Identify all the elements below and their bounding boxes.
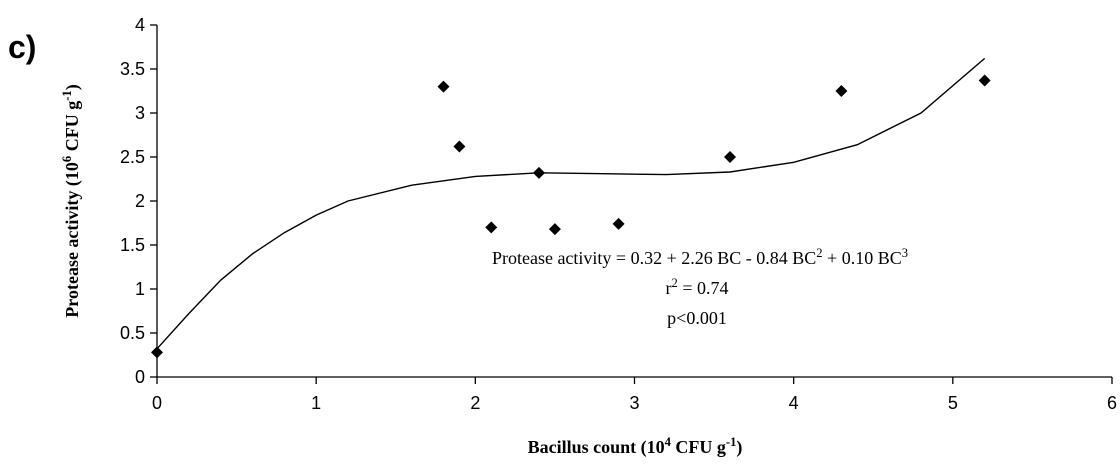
data-point <box>548 223 561 236</box>
data-point <box>485 221 498 234</box>
fit-curve <box>156 57 986 350</box>
y-tick-label: 3 <box>135 103 145 123</box>
text-part: = 0.74 <box>678 278 729 298</box>
x-tick-label: 0 <box>152 393 162 413</box>
data-point <box>724 151 736 163</box>
text-part: r <box>666 278 672 298</box>
x-tick-label: 1 <box>311 393 321 413</box>
superscript: 2 <box>816 246 822 260</box>
x-tick-label: 3 <box>629 393 639 413</box>
superscript: 6 <box>60 156 74 162</box>
superscript: -1 <box>726 435 737 449</box>
superscript: 2 <box>672 276 678 290</box>
annotation: Protease activity = 0.32 + 2.26 BC - 0.8… <box>492 246 908 268</box>
data-point <box>437 80 450 93</box>
superscript: 3 <box>902 246 908 260</box>
text-part: Protease activity (10 <box>62 162 83 318</box>
y-tick-label: 2.5 <box>120 147 145 167</box>
text-part: ) <box>736 437 742 458</box>
data-point <box>151 346 163 359</box>
y-tick-label: 4 <box>135 15 145 35</box>
x-tick-label: 2 <box>470 393 480 413</box>
superscript: 4 <box>665 435 672 449</box>
data-point <box>835 85 848 97</box>
x-tick-label: 5 <box>948 393 958 413</box>
x-axis-label: Bacillus count (104 CFU g-1) <box>528 435 743 458</box>
panel-label: c) <box>8 29 36 65</box>
y-tick-label: 2 <box>135 191 145 211</box>
text-part: CFU g <box>671 437 726 457</box>
annotation: p<0.001 <box>667 308 727 328</box>
text-part: + 0.10 BC <box>823 248 902 268</box>
x-tick-label: 4 <box>789 393 799 413</box>
annotation: r2 = 0.74 <box>666 276 729 298</box>
data-point <box>453 140 466 153</box>
superscript: -1 <box>60 90 74 101</box>
y-tick-label: 3.5 <box>120 59 145 79</box>
x-tick-label: 6 <box>1107 393 1117 413</box>
text-part: Protease activity = 0.32 + 2.26 BC - 0.8… <box>492 248 816 268</box>
data-point <box>612 217 625 230</box>
text-part: Bacillus count (10 <box>528 437 665 458</box>
y-tick-label: 1 <box>135 279 145 299</box>
y-tick-label: 0.5 <box>120 323 145 343</box>
text-part: p<0.001 <box>667 308 727 328</box>
y-tick-label: 0 <box>135 367 145 387</box>
data-point <box>978 74 991 87</box>
y-tick-label: 1.5 <box>120 235 145 255</box>
y-axis-label: Protease activity (106 CFU g-1) <box>60 84 83 317</box>
text-part: ) <box>62 84 83 90</box>
text-part: CFU g <box>62 101 82 156</box>
